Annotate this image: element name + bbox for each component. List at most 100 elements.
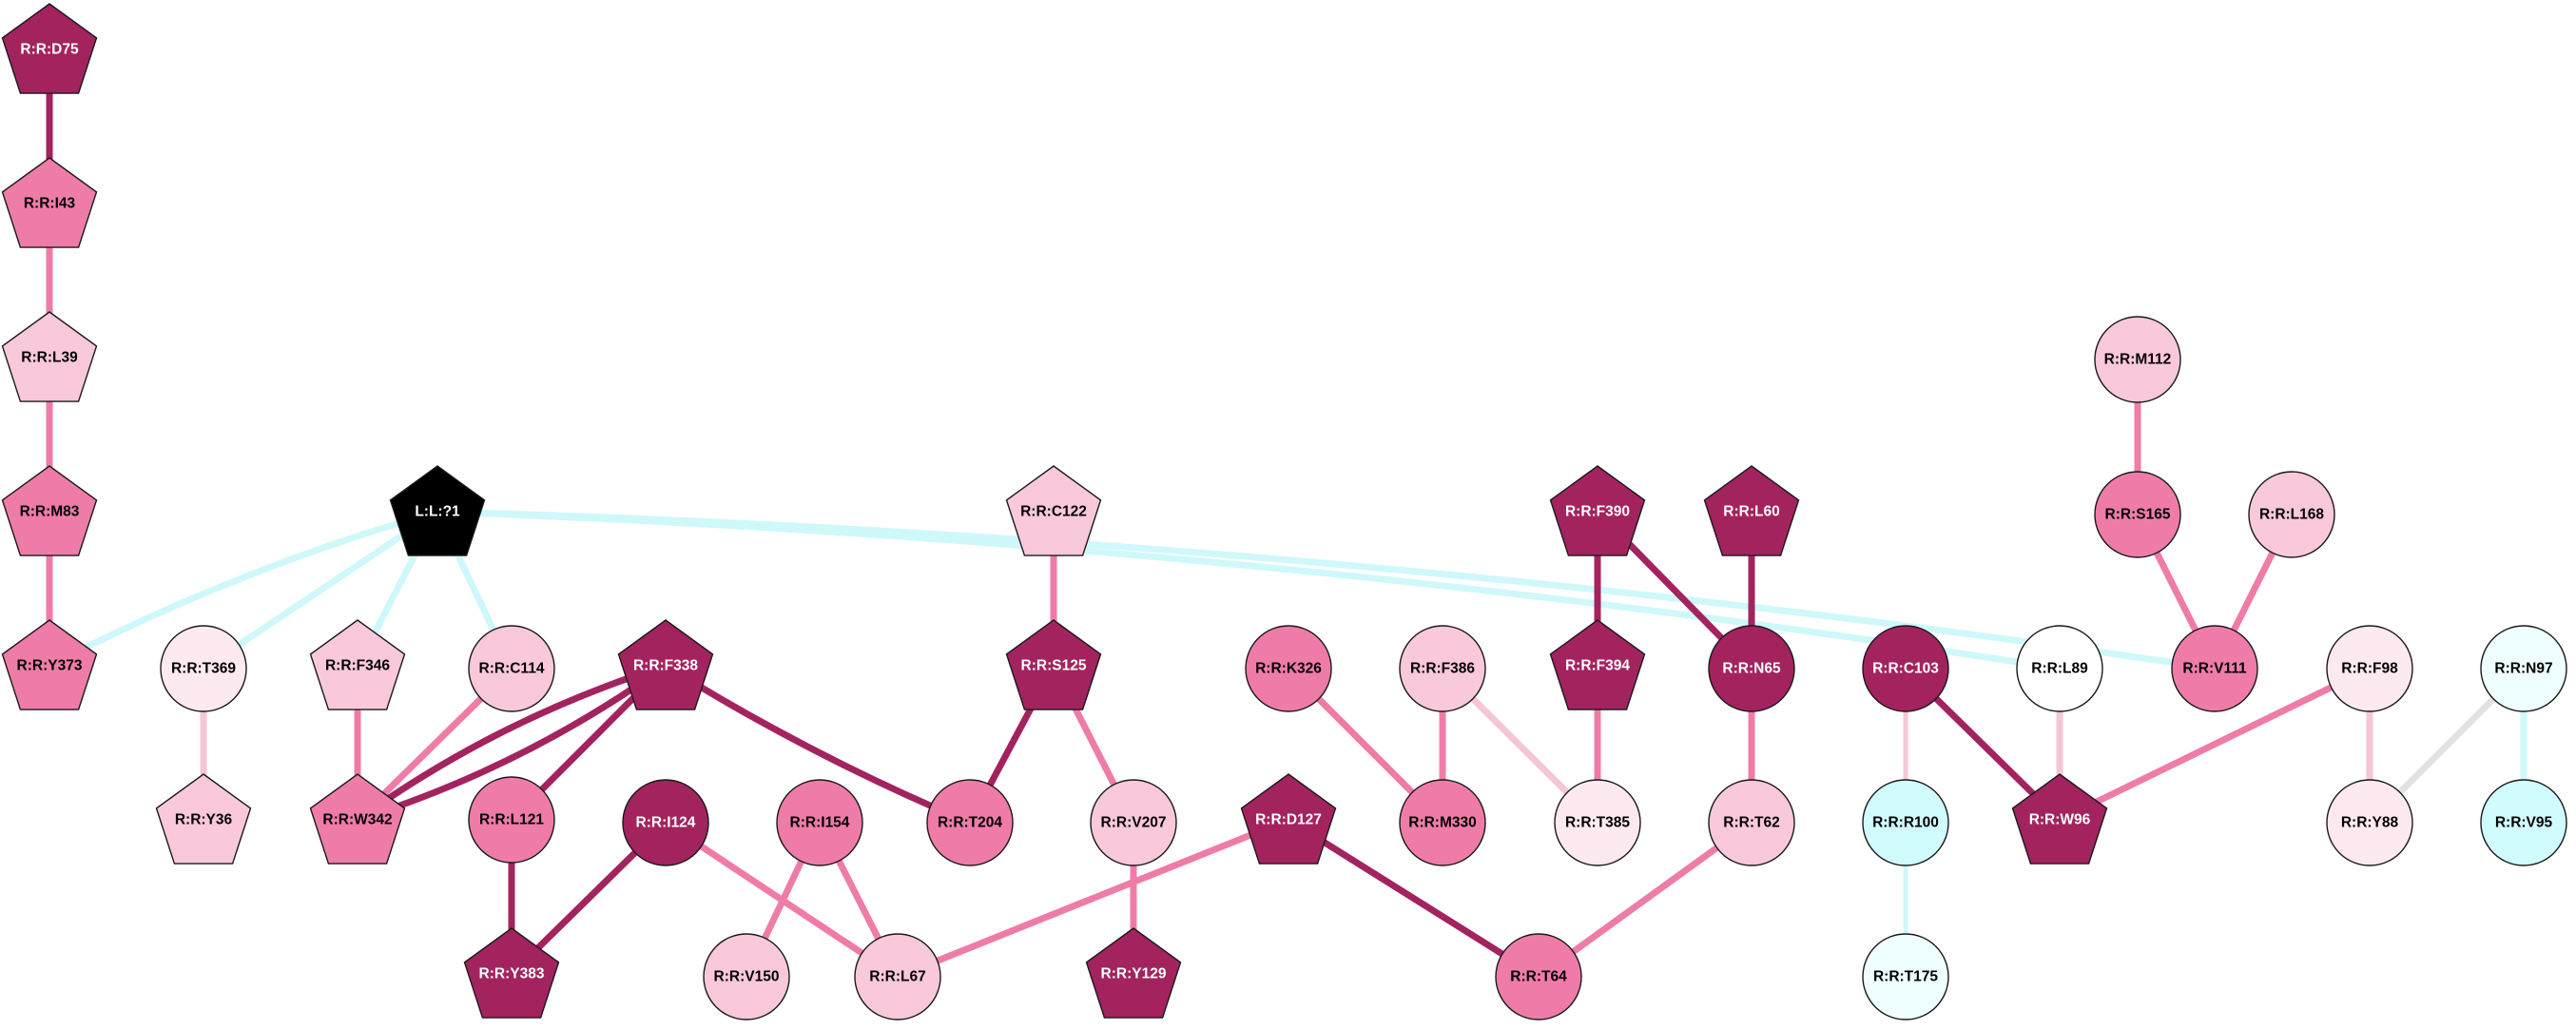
node-r-r-l89[interactable]: R:R:L89 [2016,625,2103,712]
node-r-r-v150[interactable]: R:R:V150 [703,933,790,1020]
node-r-r-w342[interactable]: R:R:W342 [309,773,406,865]
node-label: R:R:Y383 [479,966,545,982]
pentagon-node-shape [1,311,98,402]
node-r-r-s125[interactable]: R:R:S125 [1005,619,1102,710]
circle-node-shape [854,933,941,1020]
edge-r-r-f338-r-r-w342 [354,662,669,824]
circle-node-shape [2248,471,2335,558]
circle-node-shape [622,779,709,866]
node-r-r-t64[interactable]: R:R:T64 [1495,933,1582,1020]
node-r-r-f386[interactable]: R:R:F386 [1399,625,1486,712]
node-label: R:R:R100 [1872,815,1939,831]
node-r-r-c103[interactable]: R:R:C103 [1862,625,1949,712]
circle-node-shape [1862,779,1949,866]
circle-node-shape [776,779,863,866]
node-r-r-n97[interactable]: R:R:N97 [2480,625,2567,712]
node-r-r-f338[interactable]: R:R:F338 [617,619,714,710]
pentagon-node-shape [1703,465,1800,556]
node-r-r-f346[interactable]: R:R:F346 [309,619,406,710]
node-r-r-f394[interactable]: R:R:F394 [1549,619,1646,710]
circle-node-shape [2171,625,2258,712]
node-label: R:R:I124 [636,815,696,831]
node-label: R:R:T369 [171,661,236,677]
node-r-r-i43[interactable]: R:R:I43 [1,157,98,248]
node-r-r-m330[interactable]: R:R:M330 [1399,779,1486,866]
node-label: R:R:M330 [1408,815,1476,831]
node-r-r-m83[interactable]: R:R:M83 [1,465,98,556]
node-r-r-l60[interactable]: R:R:L60 [1703,465,1800,556]
circle-node-shape [2326,625,2413,712]
circle-node-shape [1245,625,1332,712]
node-label: R:R:F346 [325,658,390,674]
node-label: R:R:N97 [2494,661,2552,677]
node-r-r-c114[interactable]: R:R:C114 [468,625,555,712]
node-r-r-l168[interactable]: R:R:L168 [2248,471,2335,558]
node-r-r-v207[interactable]: R:R:V207 [1090,779,1177,866]
pentagon-node-shape [309,619,406,710]
node-r-r-c122[interactable]: R:R:C122 [1005,465,1102,556]
node-r-r-d127[interactable]: R:R:D127 [1240,773,1337,865]
node-r-r-f98[interactable]: R:R:F98 [2326,625,2413,712]
node-label: R:R:N65 [1722,661,1781,677]
node-r-r-l39[interactable]: R:R:L39 [1,311,98,402]
pentagon-node-shape [1549,619,1646,710]
pentagon-node-shape [1005,619,1102,710]
node-l-l-1[interactable]: L:L:?1 [389,465,486,556]
node-r-r-w96[interactable]: R:R:W96 [2011,773,2108,865]
node-r-r-i154[interactable]: R:R:I154 [776,779,863,866]
node-r-r-r100[interactable]: R:R:R100 [1862,779,1949,866]
node-r-r-s165[interactable]: R:R:S165 [2094,471,2181,558]
circle-node-shape [160,625,247,712]
node-label: R:R:L121 [479,812,544,828]
node-label: R:R:V111 [2182,661,2247,677]
node-label: R:R:S125 [1021,658,1087,674]
node-label: R:R:F338 [633,658,698,674]
node-r-r-t369[interactable]: R:R:T369 [160,625,247,712]
circle-node-shape [1495,933,1582,1020]
circle-node-shape [2480,625,2567,712]
pentagon-node-shape [309,773,406,865]
node-label: R:R:V207 [1101,815,1167,831]
node-label: R:R:W96 [2029,812,2091,828]
node-r-r-y88[interactable]: R:R:Y88 [2326,779,2413,866]
node-r-r-m112[interactable]: R:R:M112 [2094,316,2181,403]
pentagon-node-shape [463,927,560,1019]
node-label: R:R:M83 [20,504,80,520]
node-r-r-y129[interactable]: R:R:Y129 [1085,927,1182,1019]
pentagon-node-shape [1,3,98,94]
node-label: R:R:I43 [24,196,76,212]
node-label: R:R:L89 [2031,661,2088,677]
node-r-r-n65[interactable]: R:R:N65 [1708,625,1795,712]
node-r-r-l67[interactable]: R:R:L67 [854,933,941,1020]
node-label: R:R:F394 [1565,658,1630,674]
node-label: R:R:C114 [479,661,545,677]
node-r-r-t62[interactable]: R:R:T62 [1708,779,1795,866]
pentagon-node-shape [1,157,98,248]
node-r-r-d75[interactable]: R:R:D75 [1,3,98,94]
node-r-r-y373[interactable]: R:R:Y373 [1,619,98,710]
node-label: R:R:T175 [1873,969,1938,985]
node-label: L:L:?1 [415,504,460,520]
circle-node-shape [2094,471,2181,558]
node-label: R:R:F98 [2341,661,2398,677]
node-r-r-i124[interactable]: R:R:I124 [622,779,709,866]
edge-r-r-f338-r-r-t204 [662,662,974,826]
pentagon-node-shape [1005,465,1102,556]
node-label: R:R:F390 [1565,504,1630,520]
node-r-r-t175[interactable]: R:R:T175 [1862,933,1949,1020]
circle-node-shape [2094,316,2181,403]
node-r-r-v111[interactable]: R:R:V111 [2171,625,2258,712]
node-r-r-f390[interactable]: R:R:F390 [1549,465,1646,556]
node-label: R:R:W342 [322,812,392,828]
node-r-r-t204[interactable]: R:R:T204 [926,779,1014,866]
circle-node-shape [1708,625,1795,712]
node-r-r-k326[interactable]: R:R:K326 [1245,625,1332,712]
node-r-r-y36[interactable]: R:R:Y36 [155,773,252,865]
node-r-r-l121[interactable]: R:R:L121 [468,776,555,864]
node-label: R:R:F386 [1410,661,1475,677]
node-r-r-y383[interactable]: R:R:Y383 [463,927,560,1019]
node-r-r-v95[interactable]: R:R:V95 [2480,779,2567,866]
node-r-r-t385[interactable]: R:R:T385 [1554,779,1641,866]
edge-r-r-f98-r-r-w96 [2056,665,2373,824]
